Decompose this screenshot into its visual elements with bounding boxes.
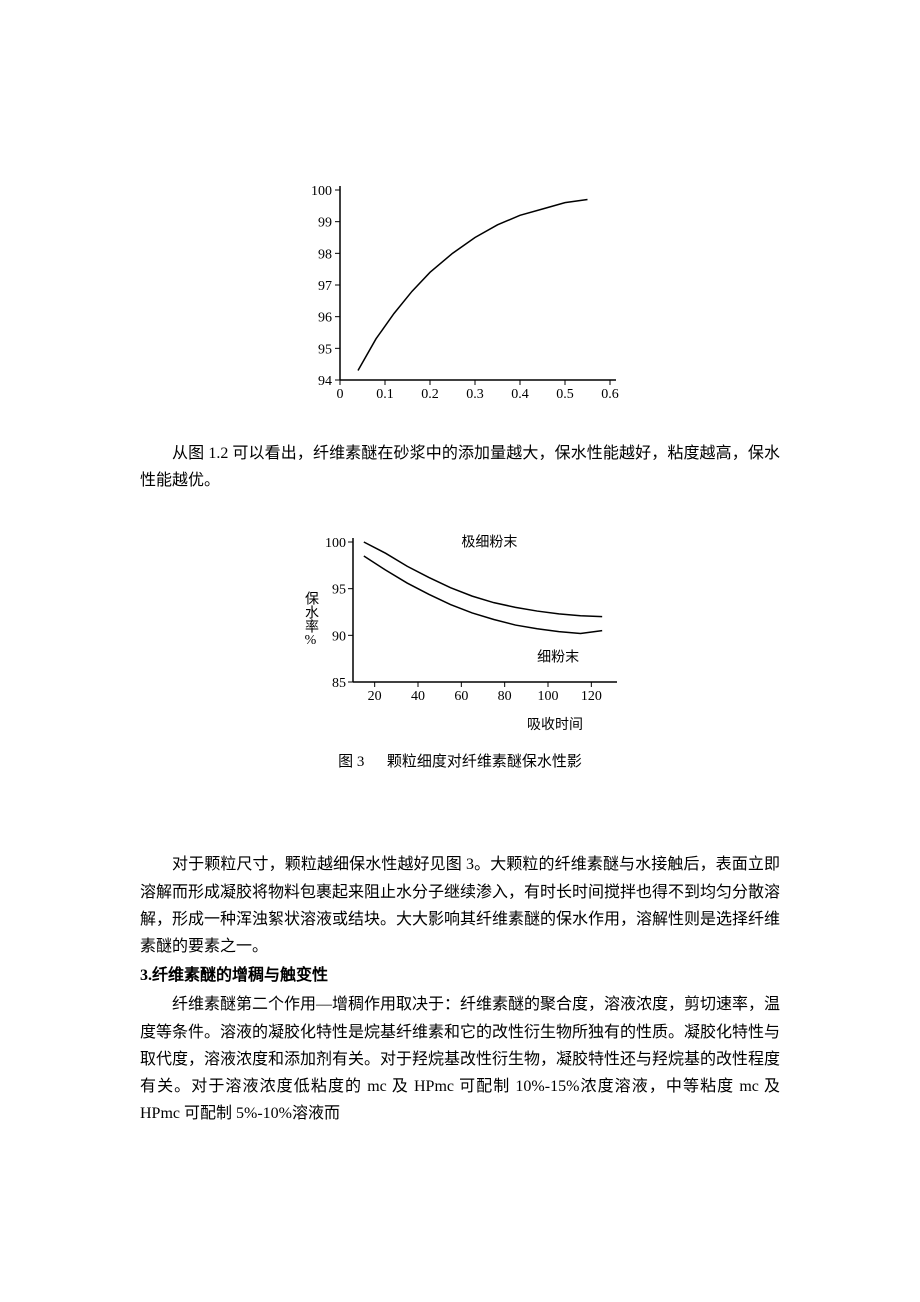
svg-text:0.6: 0.6 <box>601 387 619 400</box>
para-thicken: 纤维素醚第二个作用—增稠作用取决于：纤维素醚的聚合度，溶液浓度，剪切速率，温度等… <box>140 991 780 1127</box>
svg-text:100: 100 <box>538 689 559 704</box>
chart2-xlabel: 吸收时间 <box>527 718 583 733</box>
svg-text:0.4: 0.4 <box>511 387 529 400</box>
para-fig12: 从图 1.2 可以看出，纤维素醚在砂浆中的添加量越大，保水性能越好，粘度越高，保… <box>140 440 780 494</box>
section3-title: 3.纤维素醚的增稠与触变性 <box>140 962 780 989</box>
chart2-row: 保水率% 85 90 95 100 20 40 60 80 100 120 极细粉末细粉末 <box>303 534 617 704</box>
chart2: 85 90 95 100 20 40 60 80 100 120 极细粉末细粉末 <box>317 534 617 704</box>
svg-text:20: 20 <box>368 689 382 704</box>
svg-text:0.5: 0.5 <box>556 387 574 400</box>
svg-text:85: 85 <box>332 676 346 691</box>
chart2-ylabel: 保水率% <box>303 591 317 648</box>
svg-text:0.3: 0.3 <box>466 387 484 400</box>
svg-text:94: 94 <box>318 374 332 389</box>
page: 94 95 96 97 98 99 100 0 0.1 0.2 0.3 0.4 0.5 0.6 从图 1.… <box>0 0 920 1127</box>
fig3-caption-prefix: 图 3 <box>338 754 364 770</box>
para-particle: 对于颗粒尺寸，颗粒越细保水性越好见图 3。大颗粒的纤维素醚与水接触后，表面立即溶… <box>140 851 780 960</box>
svg-text:80: 80 <box>498 689 512 704</box>
svg-text:120: 120 <box>581 689 602 704</box>
svg-text:95: 95 <box>318 342 332 357</box>
svg-text:60: 60 <box>454 689 468 704</box>
chart2-container: 保水率% 85 90 95 100 20 40 60 80 100 120 极细粉末细粉末 <box>140 534 780 704</box>
chart1-container: 94 95 96 97 98 99 100 0 0.1 0.2 0.3 0.4 0.5 0.6 <box>140 180 780 400</box>
svg-text:100: 100 <box>311 184 332 199</box>
fig3-caption: 图 3 颗粒细度对纤维素醚保水性影 <box>140 750 780 771</box>
chart1: 94 95 96 97 98 99 100 0 0.1 0.2 0.3 0.4 0.5 0.6 <box>295 180 625 400</box>
svg-text:40: 40 <box>411 689 425 704</box>
fig3-caption-text: 颗粒细度对纤维素醚保水性影 <box>387 754 582 770</box>
svg-text:99: 99 <box>318 216 332 231</box>
svg-text:97: 97 <box>318 279 332 294</box>
svg-text:0.2: 0.2 <box>421 387 439 400</box>
svg-text:95: 95 <box>332 583 346 598</box>
section-block: 对于颗粒尺寸，颗粒越细保水性越好见图 3。大颗粒的纤维素醚与水接触后，表面立即溶… <box>140 851 780 1127</box>
svg-text:96: 96 <box>318 311 332 326</box>
svg-text:90: 90 <box>332 630 346 645</box>
svg-text:0.1: 0.1 <box>376 387 394 400</box>
svg-text:100: 100 <box>325 536 346 551</box>
chart2-xlabel-row: 吸收时间 <box>140 714 780 734</box>
svg-text:极细粉末: 极细粉末 <box>461 535 517 551</box>
svg-text:细粉末: 细粉末 <box>537 650 579 666</box>
svg-text:98: 98 <box>318 247 332 262</box>
svg-text:0: 0 <box>337 387 344 400</box>
